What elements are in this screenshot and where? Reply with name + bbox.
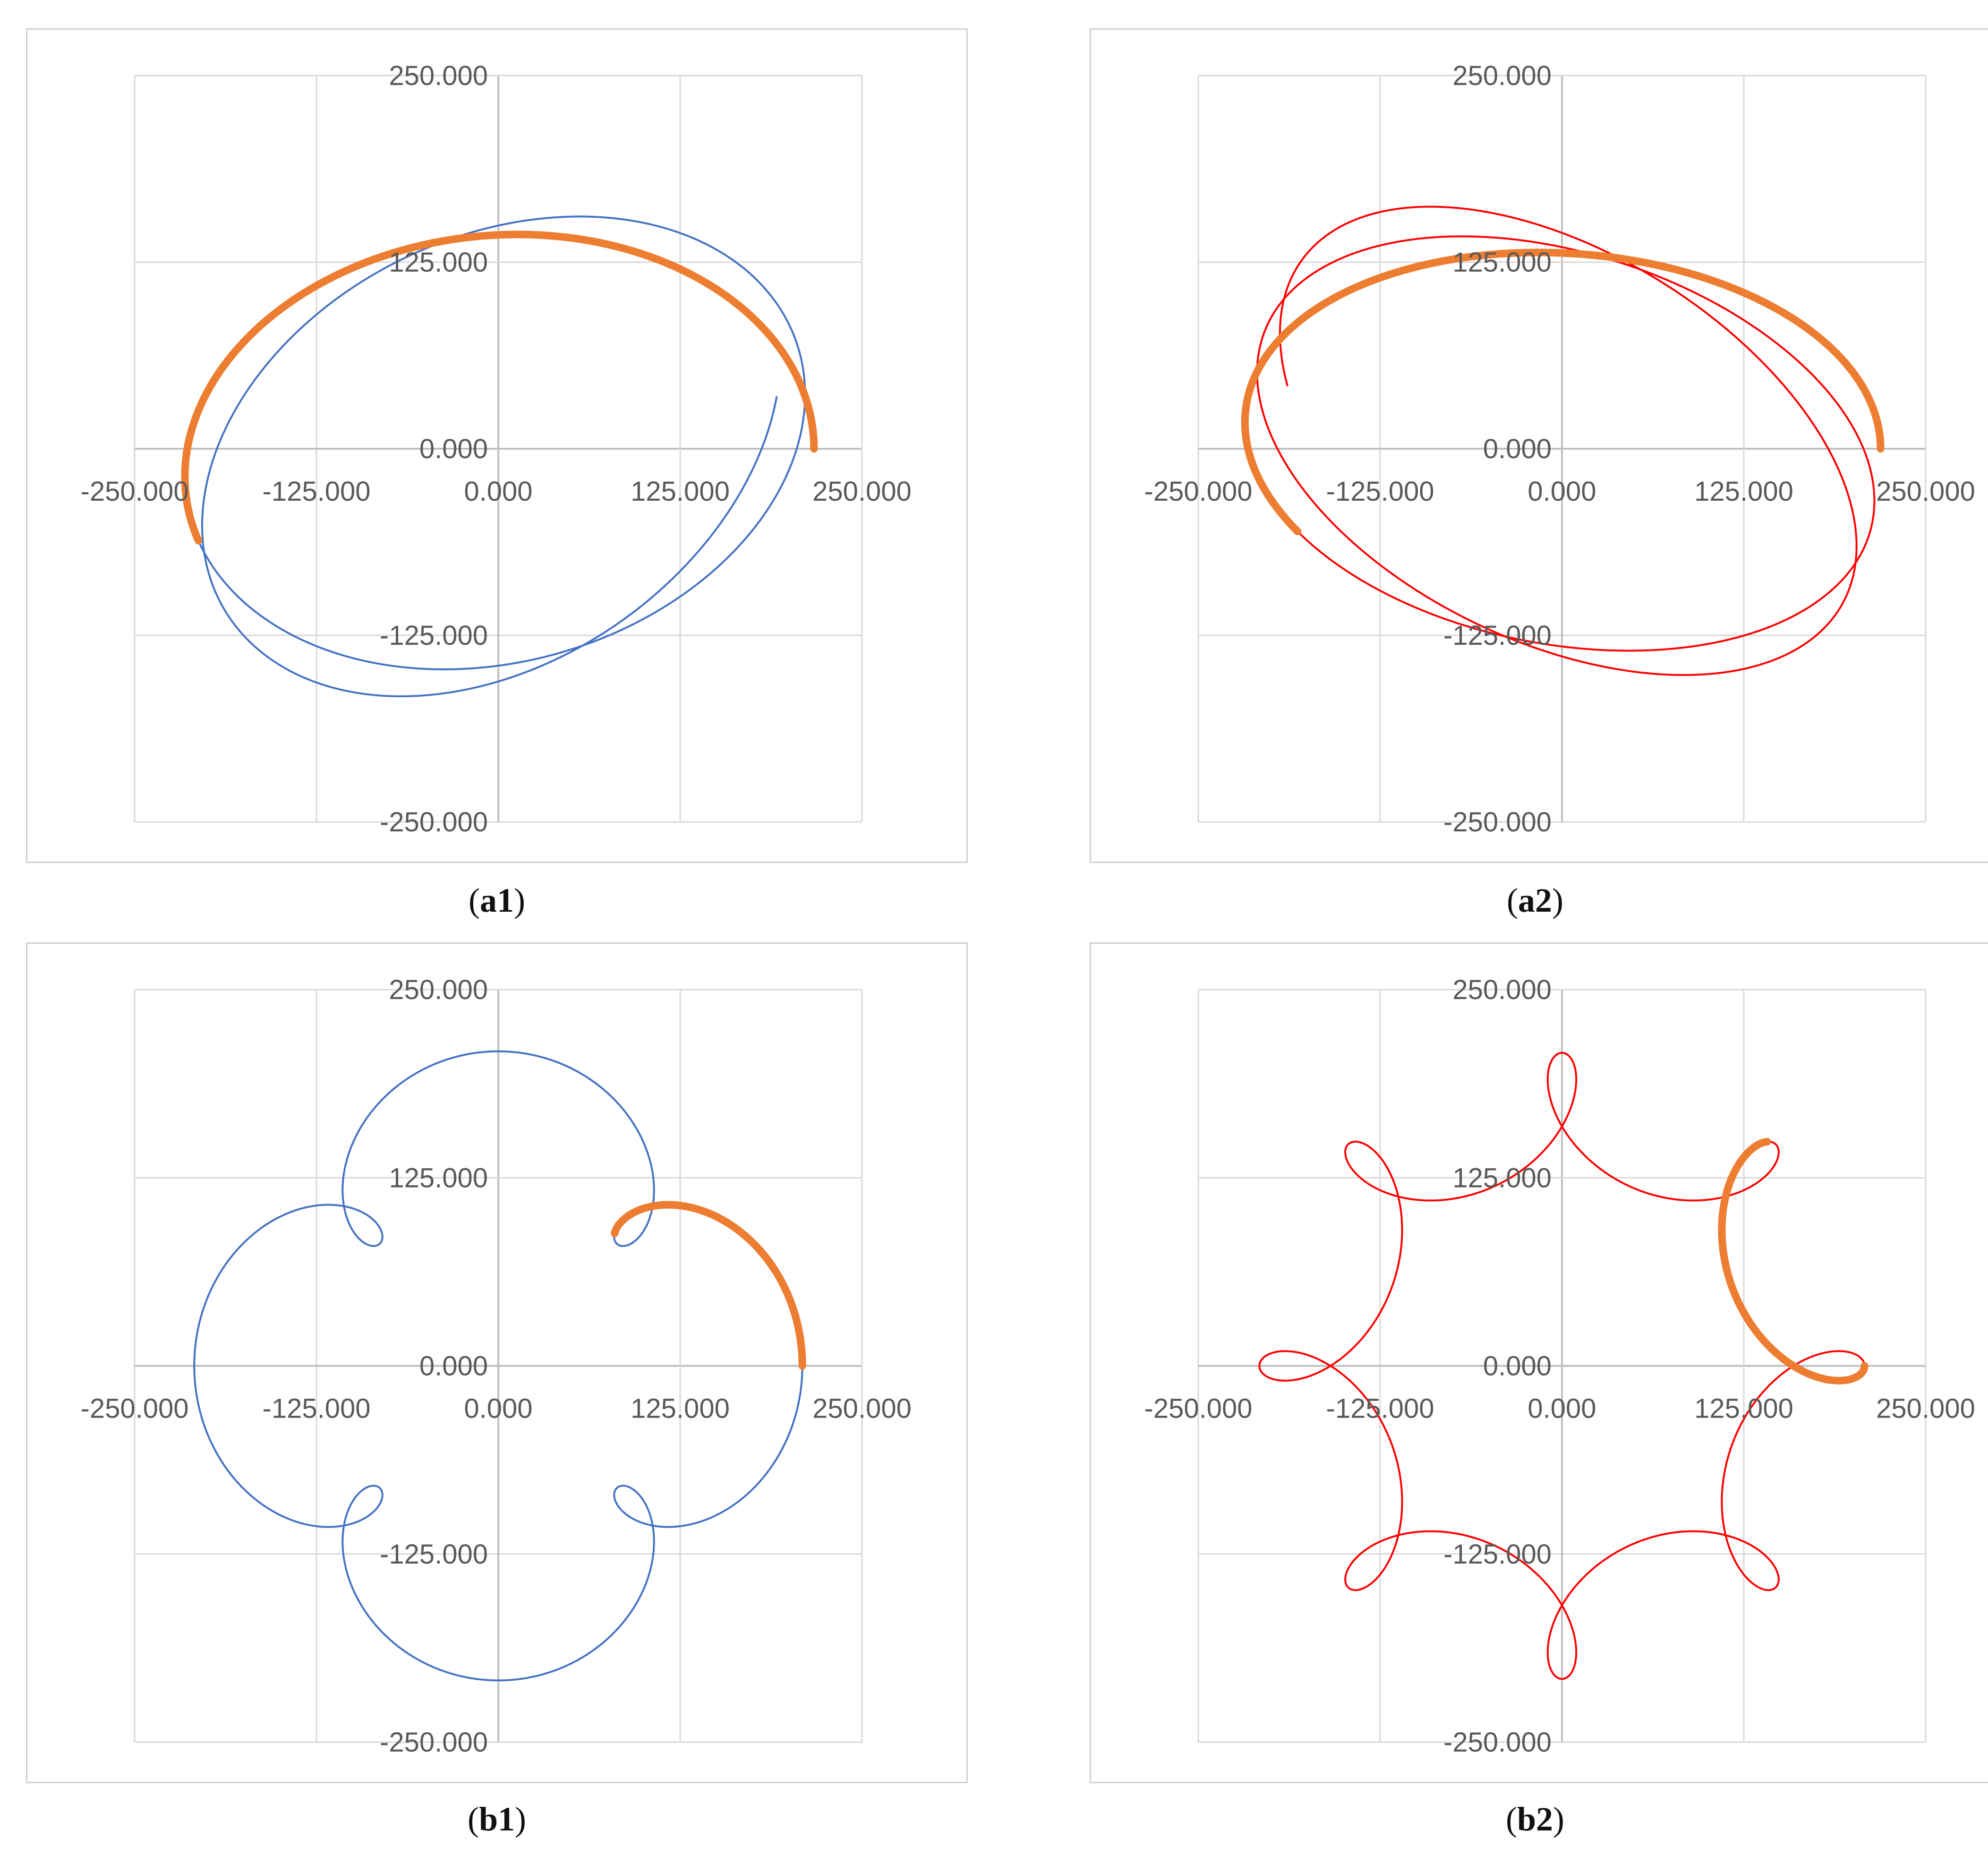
x-tick-label: -250.000 xyxy=(1144,476,1253,507)
chart-panel-b1: -250.000 -125.000 0.000 125.000 250.000 250.0… xyxy=(26,942,968,1783)
chart-b1: -250.000 -125.000 0.000 125.000 250.000 250.0… xyxy=(26,942,968,1783)
caption-a2-label: a2 xyxy=(1518,881,1552,919)
highlighted-segment-line xyxy=(1241,248,1885,536)
trajectory-line xyxy=(1258,1052,1866,1680)
chart-frame xyxy=(26,28,968,863)
caption-b2-label: b2 xyxy=(1517,1800,1553,1838)
x-tick-label: 125.000 xyxy=(1694,1394,1793,1424)
highlighted-segment-line xyxy=(611,1201,806,1370)
x-tick-label: 250.000 xyxy=(812,1394,912,1424)
caption-a1-label: a1 xyxy=(480,881,514,919)
highlighted-segment-line xyxy=(181,231,818,545)
x-tick-label: 250.000 xyxy=(1876,1394,1975,1424)
y-tick-label: 125.000 xyxy=(1452,247,1552,278)
x-tick-label: 0.000 xyxy=(1527,1394,1596,1424)
x-tick-label: -250.000 xyxy=(81,476,189,507)
y-tick-label: 125.000 xyxy=(389,1163,488,1193)
x-tick-label: 125.000 xyxy=(631,1394,730,1424)
y-tick-label: 0.000 xyxy=(419,434,488,464)
y-tick-label: 0.000 xyxy=(419,1351,488,1382)
caption-a2: (a2) xyxy=(1507,881,1563,919)
x-tick-label: -125.000 xyxy=(1326,1394,1434,1424)
x-tick-label: 250.000 xyxy=(812,476,912,507)
x-tick-label: 0.000 xyxy=(464,476,532,507)
y-tick-label: -250.000 xyxy=(1443,1727,1552,1758)
y-tick-label: -250.000 xyxy=(380,807,488,838)
chart-frame xyxy=(1090,28,1988,863)
y-tick-label: 125.000 xyxy=(389,247,488,278)
x-tick-label: 0.000 xyxy=(464,1394,532,1424)
x-tick-label: 125.000 xyxy=(631,476,730,507)
chart-panel-a2: -250.000 -125.000 0.000 125.000 250.000 250.0… xyxy=(1090,28,1988,863)
chart-a1: -250.000 -125.000 0.000 125.000 250.000 250.0… xyxy=(26,28,968,863)
x-tick-label: 125.000 xyxy=(1694,476,1793,507)
chart-b2: -250.000 -125.000 0.000 125.000 250.000 250.0… xyxy=(1090,942,1988,1783)
x-tick-label: -250.000 xyxy=(81,1394,189,1424)
y-tick-label: -125.000 xyxy=(380,620,488,651)
x-tick-label: 0.000 xyxy=(1527,476,1596,507)
chart-panel-a1: -250.000 -125.000 0.000 125.000 250.000 250.0… xyxy=(26,28,968,863)
y-tick-label: -125.000 xyxy=(1443,620,1552,651)
y-tick-label: -125.000 xyxy=(1443,1539,1552,1570)
y-tick-label: 250.000 xyxy=(1452,975,1552,1005)
x-tick-label: -125.000 xyxy=(1326,476,1434,507)
x-tick-label: 250.000 xyxy=(1876,476,1975,507)
x-tick-label: -250.000 xyxy=(1144,1394,1253,1424)
trajectory-line xyxy=(193,1050,803,1682)
y-tick-label: 250.000 xyxy=(389,60,488,91)
chart-frame xyxy=(26,942,968,1783)
x-tick-label: -125.000 xyxy=(263,476,371,507)
caption-b1: (b1) xyxy=(467,1800,526,1838)
chart-panel-b2: -250.000 -125.000 0.000 125.000 250.000 250.0… xyxy=(1090,942,1988,1783)
y-tick-label: 0.000 xyxy=(1483,1351,1552,1382)
y-tick-label: 250.000 xyxy=(389,975,488,1005)
highlighted-segment-line xyxy=(1718,1137,1869,1385)
caption-a1: (a1) xyxy=(469,881,525,919)
y-tick-label: 250.000 xyxy=(1452,60,1552,91)
chart-frame xyxy=(1090,942,1988,1783)
caption-b2: (b2) xyxy=(1505,1800,1564,1838)
y-tick-label: 125.000 xyxy=(1452,1163,1552,1193)
y-tick-label: -125.000 xyxy=(380,1539,488,1570)
y-tick-label: 0.000 xyxy=(1483,434,1552,464)
caption-b1-label: b1 xyxy=(478,1800,515,1838)
x-tick-label: -125.000 xyxy=(263,1394,371,1424)
y-tick-label: -250.000 xyxy=(380,1727,488,1758)
y-tick-label: -250.000 xyxy=(1443,807,1552,838)
chart-a2: -250.000 -125.000 0.000 125.000 250.000 250.0… xyxy=(1090,28,1988,863)
